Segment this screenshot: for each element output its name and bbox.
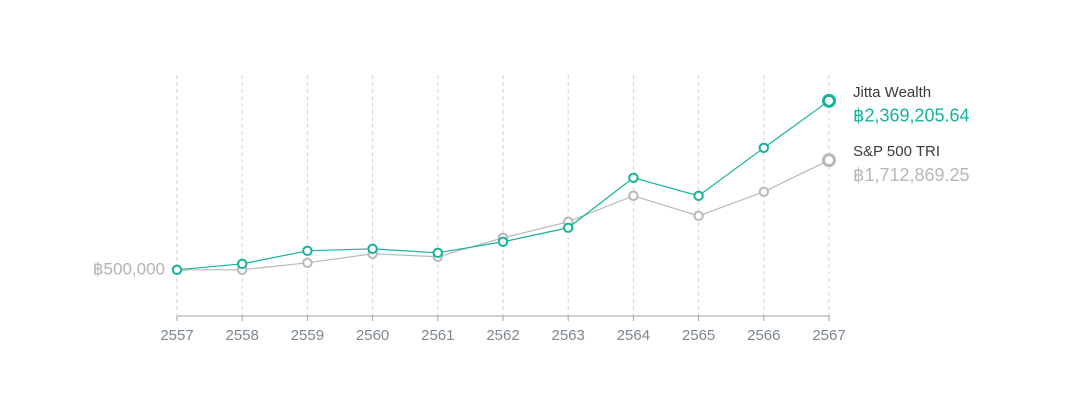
x-tick-label: 2565 xyxy=(682,327,715,344)
data-point xyxy=(563,222,574,233)
data-point xyxy=(758,142,769,154)
x-tick-label: 2566 xyxy=(747,327,780,344)
data-point xyxy=(237,258,248,270)
data-point xyxy=(628,172,639,183)
data-point xyxy=(302,245,313,257)
x-tick-label: 2563 xyxy=(552,327,585,344)
x-tick-label: 2562 xyxy=(486,327,519,344)
data-point xyxy=(171,264,183,275)
data-point xyxy=(628,190,639,202)
y-tick-label: ฿500,000 xyxy=(93,259,165,278)
data-point xyxy=(302,257,313,269)
x-tick-label: 2564 xyxy=(617,327,650,344)
x-tick-label: 2561 xyxy=(421,327,454,344)
x-tick-label: 2559 xyxy=(291,327,324,344)
x-tick-label: 2560 xyxy=(356,327,389,344)
data-point xyxy=(693,190,704,202)
x-tick-label: 2557 xyxy=(160,327,193,344)
data-point xyxy=(693,210,704,222)
data-point xyxy=(432,247,443,259)
data-point xyxy=(822,153,836,168)
legend-label: S&P 500 TRI xyxy=(853,143,940,160)
legend-label: Jitta Wealth xyxy=(853,84,931,101)
data-point xyxy=(367,243,378,255)
data-point xyxy=(822,93,836,108)
value-label: ฿1,712,869.25 xyxy=(853,165,970,185)
data-point xyxy=(497,236,509,247)
x-tick-label: 2558 xyxy=(226,327,259,344)
x-tick-label: 2567 xyxy=(812,327,845,344)
value-label: ฿2,369,205.64 xyxy=(853,106,970,126)
data-point xyxy=(758,186,769,197)
